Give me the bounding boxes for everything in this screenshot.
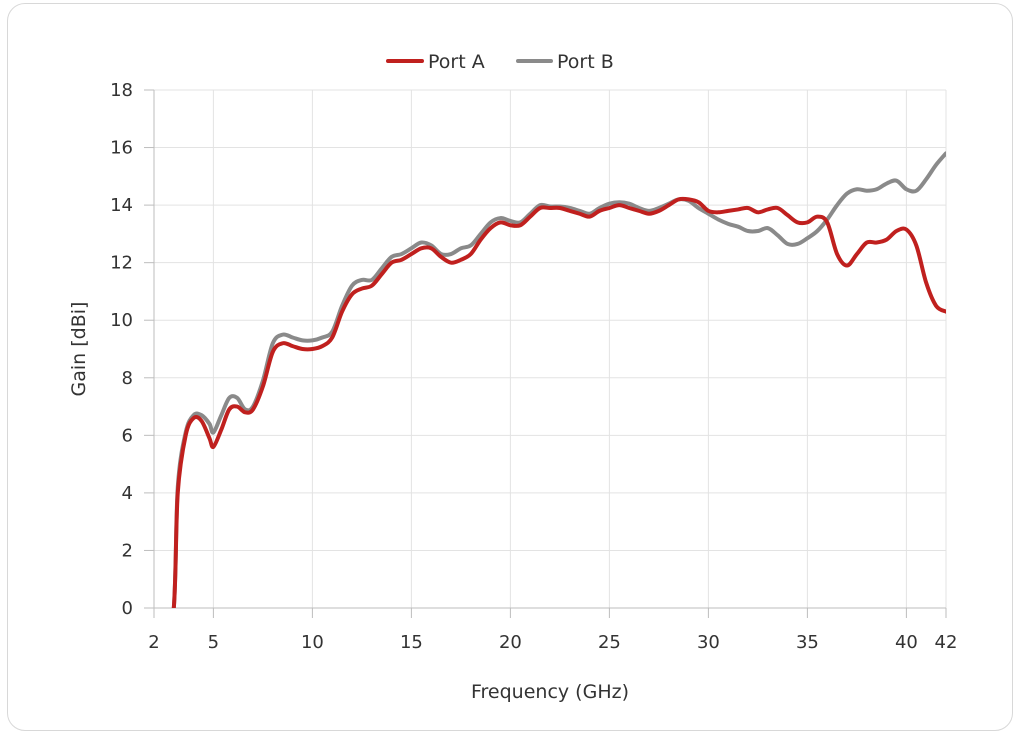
series-line-port-a: [171, 196, 946, 608]
grid: [154, 89, 947, 608]
y-tick-label: 16: [110, 138, 133, 159]
x-axis-label: Frequency (GHz): [471, 681, 629, 703]
x-tick-label: 35: [796, 632, 819, 653]
axes: [144, 89, 947, 618]
legend: Port A Port B: [386, 51, 614, 73]
x-tick-label: 2: [148, 632, 159, 653]
x-tick-label: 20: [499, 632, 522, 653]
y-tick-label: 6: [122, 425, 133, 446]
y-tick-label: 2: [122, 540, 133, 561]
y-tick-label: 10: [110, 310, 133, 331]
x-tick-label: 42: [935, 632, 958, 653]
x-tick-label: 15: [400, 632, 423, 653]
y-tick-label: 8: [122, 368, 133, 389]
y-tick-label: 18: [110, 80, 133, 101]
x-tick-label: 40: [895, 632, 918, 653]
legend-label-port-b: Port B: [557, 51, 614, 73]
legend-label-port-a: Port A: [428, 51, 485, 73]
y-axis-label: Gain [dBi]: [68, 302, 90, 397]
series-group: [171, 151, 946, 608]
y-tick-label: 0: [122, 598, 133, 619]
y-tick-label: 4: [122, 483, 133, 504]
x-tick-label: 30: [697, 632, 720, 653]
x-tick-label: 10: [301, 632, 324, 653]
x-tick-label: 25: [598, 632, 621, 653]
y-tick-label: 12: [110, 253, 133, 274]
y-tick-label: 14: [110, 195, 133, 216]
x-tick-label: 5: [208, 632, 219, 653]
